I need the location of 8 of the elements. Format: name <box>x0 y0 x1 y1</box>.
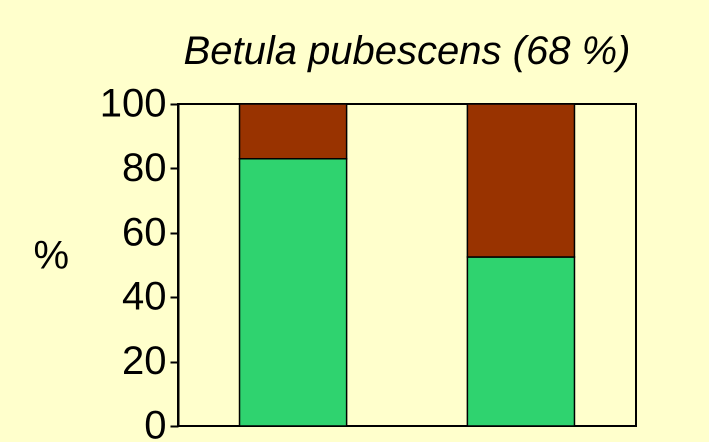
y-tick-label: 100 <box>100 82 166 126</box>
y-tick-label: 20 <box>122 339 166 384</box>
y-tick-label: 80 <box>122 146 166 190</box>
y-tick-label: 40 <box>122 274 166 319</box>
y-axis-title: % <box>34 234 70 278</box>
y-tick-label: 0 <box>144 404 166 442</box>
y-tick-label: 60 <box>122 210 166 254</box>
chart-title: Betula pubescens (68 %) <box>184 29 630 73</box>
